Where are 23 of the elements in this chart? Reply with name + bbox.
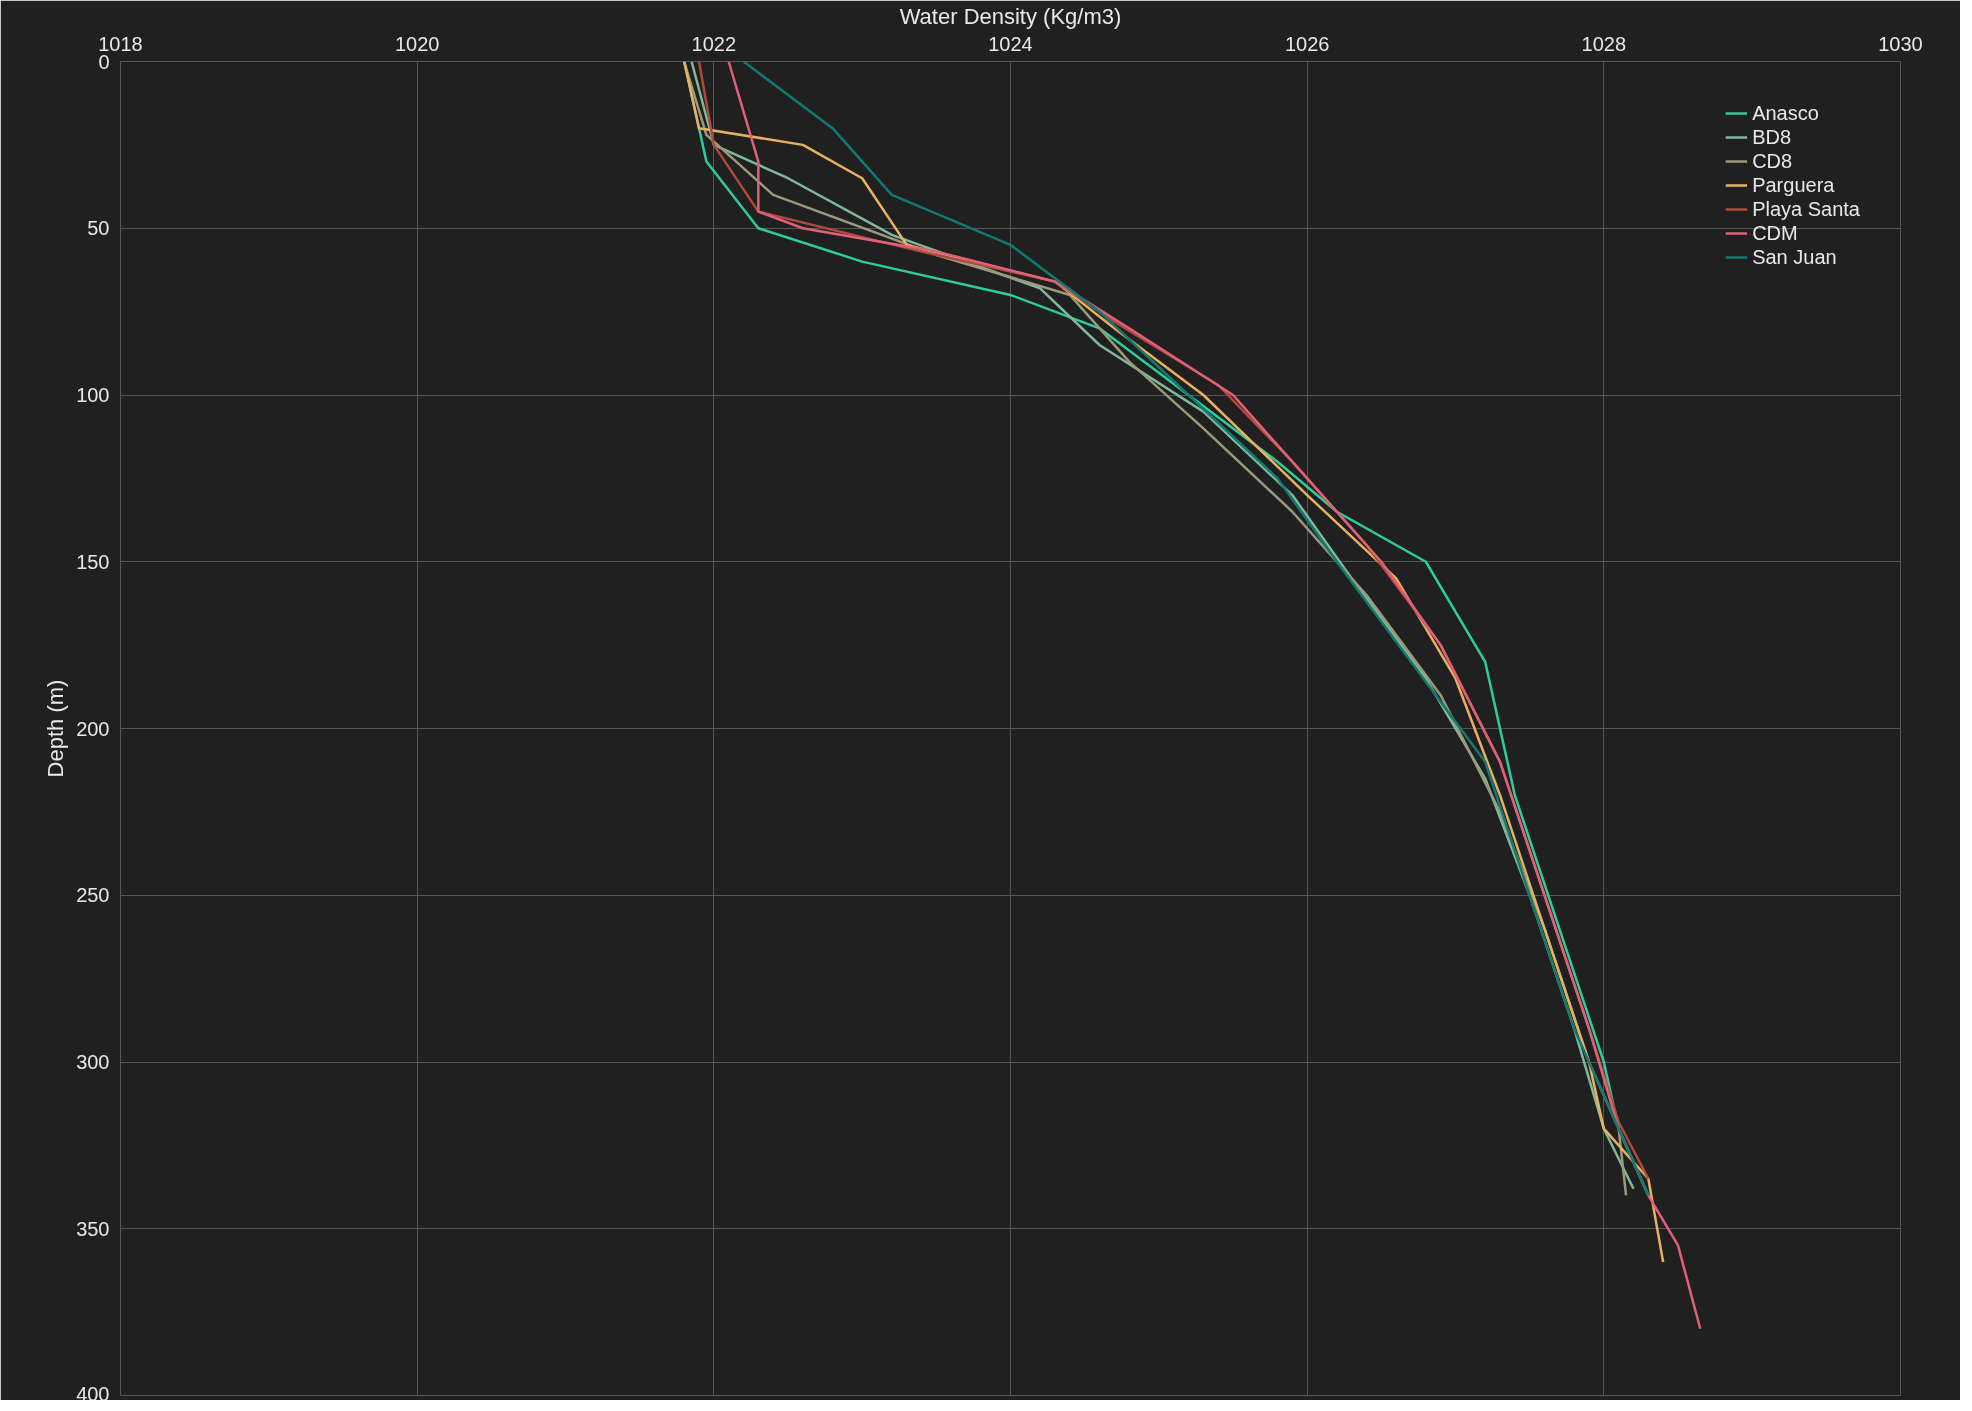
x-tick-label: 1024 bbox=[988, 32, 1033, 55]
x-tick-label: 1028 bbox=[1581, 32, 1627, 55]
x-tick-label: 1030 bbox=[1878, 32, 1923, 55]
x-tick-label: 1026 bbox=[1284, 32, 1330, 55]
legend-label: CD8 bbox=[1752, 149, 1793, 173]
y-tick-label: 400 bbox=[76, 1382, 110, 1405]
y-tick-label: 150 bbox=[76, 550, 110, 573]
y-tick-label: 100 bbox=[76, 384, 110, 406]
y-tick-label: 300 bbox=[76, 1051, 110, 1073]
y-tick-label: 350 bbox=[76, 1217, 110, 1240]
y-axis-title: Depth (m) bbox=[43, 679, 69, 778]
legend-label: Parguera bbox=[1752, 173, 1835, 197]
y-tick-label: 250 bbox=[76, 884, 110, 907]
legend-label: BD8 bbox=[1752, 125, 1792, 149]
y-tick-label: 200 bbox=[76, 717, 110, 740]
legend-label: Playa Santa bbox=[1752, 197, 1860, 221]
legend-label: CDM bbox=[1752, 221, 1798, 245]
x-axis-title: Water Density (Kg/m3) bbox=[899, 3, 1122, 29]
y-tick-label: 50 bbox=[87, 217, 110, 240]
legend-label: San Juan bbox=[1752, 245, 1837, 269]
legend-label: Anasco bbox=[1752, 101, 1819, 125]
x-tick-label: 1022 bbox=[691, 32, 737, 55]
x-tick-label: 1020 bbox=[394, 32, 440, 55]
